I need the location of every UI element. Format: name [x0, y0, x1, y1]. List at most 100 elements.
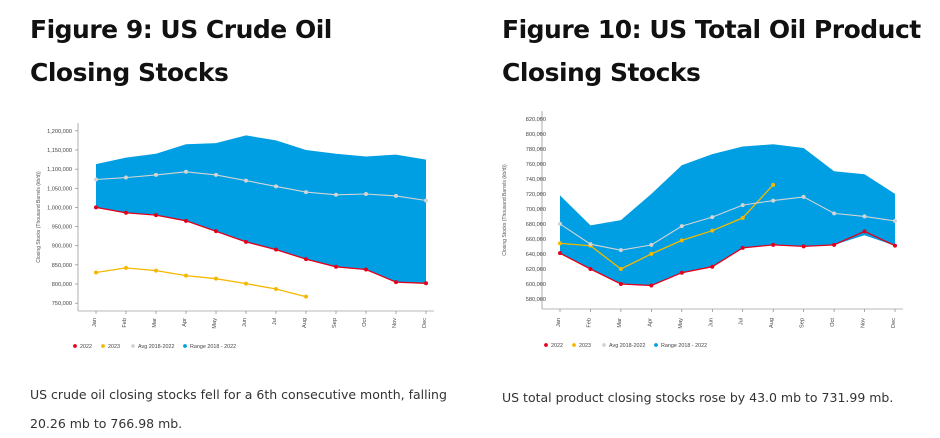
- y-axis-label: Closing Stocks (Thousand Barrels (kb/d)): [502, 164, 508, 256]
- x-tick-label: Oct: [830, 318, 836, 327]
- data-point-2022: [801, 244, 806, 249]
- data-point-2022: [424, 281, 428, 286]
- figure-9-title: Figure 9: US Crude Oil Closing Stocks: [30, 15, 332, 87]
- figure-10-title: Figure 10: US Total Oil Product Closing …: [502, 15, 921, 87]
- x-tick-label: Sep: [332, 318, 338, 328]
- total-product-caption: US total product closing stocks rose by …: [502, 390, 894, 405]
- legend-label: Range 2018 - 2022: [190, 344, 236, 350]
- data-point-2023: [214, 276, 218, 281]
- data-point-avg-2018-2022: [771, 198, 776, 203]
- legend-label: 2023: [108, 344, 120, 350]
- data-point-2022: [649, 283, 654, 288]
- y-tick-label: 580,000: [526, 297, 546, 303]
- data-point-2022: [274, 247, 278, 252]
- y-tick-label: 600,000: [526, 282, 546, 288]
- y-tick-label: 1,100,000: [47, 167, 72, 173]
- series-line-avg-2018-2022: [95, 171, 427, 202]
- data-point-avg-2018-2022: [588, 242, 593, 247]
- legend-marker: [73, 344, 77, 348]
- legend-marker: [183, 344, 187, 348]
- series-line-2023: [95, 267, 307, 298]
- y-tick-label: 760,000: [526, 162, 546, 168]
- data-point-2022: [184, 218, 188, 223]
- series-line-avg-2018-2022: [559, 196, 896, 251]
- data-point-2023: [244, 281, 248, 286]
- data-point-avg-2018-2022: [244, 178, 248, 183]
- data-point-2022: [154, 213, 158, 218]
- data-point-2022: [862, 229, 867, 234]
- x-tick-label: Mar: [617, 318, 623, 328]
- data-point-avg-2018-2022: [801, 194, 806, 199]
- data-point-2023: [558, 241, 562, 246]
- x-tick-label: Nov: [861, 318, 867, 328]
- series-line-2022: [95, 206, 427, 284]
- data-point-avg-2018-2022: [124, 175, 128, 180]
- data-point-2022: [558, 251, 562, 256]
- data-point-2023: [124, 265, 128, 270]
- data-point-2022: [94, 205, 98, 210]
- data-point-2023: [740, 215, 745, 220]
- y-tick-label: 1,150,000: [47, 148, 72, 154]
- data-point-2022: [214, 229, 218, 234]
- x-tick-label: Aug: [769, 318, 775, 328]
- y-tick-label: 900,000: [52, 244, 72, 250]
- data-point-avg-2018-2022: [862, 214, 867, 219]
- data-point-avg-2018-2022: [334, 192, 338, 197]
- y-tick-label: 620,000: [526, 267, 546, 273]
- x-tick-label: Feb: [586, 318, 592, 328]
- x-tick-label: Dec: [422, 318, 428, 328]
- data-point-2023: [184, 273, 188, 278]
- y-tick-label: 680,000: [526, 222, 546, 228]
- data-point-2023: [649, 251, 654, 256]
- y-tick-label: 1,000,000: [47, 205, 72, 211]
- legend-marker: [131, 344, 135, 348]
- data-point-avg-2018-2022: [184, 169, 188, 174]
- data-point-2022: [124, 210, 128, 215]
- x-tick-label: Jun: [708, 318, 714, 327]
- legend-label: Avg 2018-2022: [138, 344, 174, 350]
- data-point-2022: [394, 280, 398, 285]
- data-point-2022: [364, 267, 368, 272]
- data-point-avg-2018-2022: [649, 242, 654, 247]
- crude-oil-caption: US crude oil closing stocks fell for a 6…: [30, 387, 447, 431]
- range-band: [96, 135, 426, 284]
- data-point-avg-2018-2022: [740, 203, 745, 208]
- y-axis-label: Closing Stocks (Thousand Barrels (kb/d)): [36, 171, 42, 263]
- data-point-avg-2018-2022: [893, 218, 897, 223]
- y-tick-label: 660,000: [526, 237, 546, 243]
- total-product-stocks-chart: 580,000 600,000 620,000 640,000 660,000 680,0…: [502, 111, 903, 349]
- data-point-2022: [710, 264, 715, 269]
- data-point-avg-2018-2022: [424, 198, 428, 203]
- x-tick-label: Oct: [362, 318, 368, 327]
- data-point-avg-2018-2022: [710, 215, 715, 220]
- x-tick-label: Jul: [739, 318, 745, 325]
- data-point-avg-2018-2022: [679, 224, 684, 229]
- data-point-2023: [304, 294, 308, 299]
- data-point-2022: [679, 270, 684, 275]
- y-tick-label: 1,050,000: [47, 186, 72, 192]
- y-tick-label: 850,000: [52, 263, 72, 269]
- x-tick-label: Feb: [122, 318, 128, 328]
- data-point-2022: [771, 242, 776, 247]
- y-tick-label: 740,000: [526, 177, 546, 183]
- x-tick-label: Jun: [242, 318, 248, 327]
- data-point-2022: [832, 242, 837, 247]
- y-tick-label: 1,200,000: [47, 129, 72, 135]
- series-line-2023: [559, 184, 774, 270]
- x-tick-label: Aug: [302, 318, 308, 328]
- data-point-2022: [588, 266, 593, 271]
- legend-label: Range 2018 - 2022: [661, 343, 707, 349]
- data-point-avg-2018-2022: [214, 172, 218, 177]
- x-tick-label: Nov: [392, 318, 398, 328]
- x-tick-label: Apr: [647, 318, 653, 327]
- y-tick-label: 800,000: [526, 132, 546, 138]
- y-tick-label: 950,000: [52, 225, 72, 231]
- x-tick-label: Jul: [272, 318, 278, 325]
- data-point-2023: [679, 238, 684, 243]
- legend-marker: [101, 344, 105, 348]
- x-tick-label: May: [212, 318, 218, 329]
- data-point-avg-2018-2022: [394, 193, 398, 198]
- data-point-2023: [274, 287, 278, 291]
- legend-marker: [544, 343, 548, 347]
- data-point-avg-2018-2022: [94, 177, 98, 182]
